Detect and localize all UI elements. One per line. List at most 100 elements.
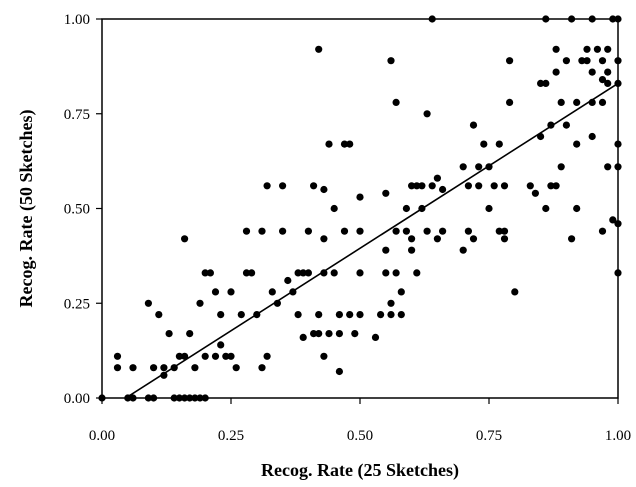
data-point — [377, 311, 385, 319]
data-point — [593, 45, 602, 53]
data-point — [485, 204, 493, 213]
data-points — [98, 15, 622, 402]
data-point — [299, 269, 307, 277]
data-point — [469, 121, 478, 129]
data-point — [186, 330, 194, 338]
data-point — [500, 182, 509, 190]
data-point — [211, 352, 220, 360]
data-point — [346, 311, 354, 319]
data-point — [382, 246, 390, 254]
data-point — [227, 288, 235, 296]
data-point — [304, 269, 312, 277]
data-point — [604, 68, 612, 76]
data-point — [598, 227, 607, 235]
data-point — [480, 140, 488, 148]
data-point — [299, 333, 307, 341]
data-point — [340, 227, 349, 235]
data-point — [310, 330, 318, 338]
data-point — [562, 121, 571, 129]
data-point — [217, 341, 225, 349]
data-point — [340, 140, 349, 148]
data-point — [418, 182, 426, 190]
data-point — [537, 79, 545, 87]
data-point — [578, 57, 586, 65]
data-point — [320, 185, 328, 194]
data-point — [413, 269, 421, 277]
data-point — [330, 204, 338, 213]
data-point — [356, 227, 364, 235]
data-point — [160, 371, 168, 379]
y-tick-label: 1.00 — [64, 12, 90, 28]
data-point — [433, 174, 441, 182]
data-point — [542, 79, 550, 87]
data-point — [506, 57, 514, 65]
plot-area-border — [101, 18, 619, 399]
data-point — [604, 45, 612, 53]
data-point — [387, 57, 395, 65]
data-point — [201, 352, 209, 360]
y-tick-label: 0.00 — [64, 391, 90, 407]
data-point — [222, 352, 230, 360]
data-point — [113, 364, 122, 372]
data-point — [506, 98, 514, 106]
data-point — [573, 98, 581, 106]
data-point — [598, 76, 607, 84]
data-point — [325, 330, 333, 338]
data-point — [320, 235, 328, 243]
data-point — [469, 235, 478, 243]
data-point — [356, 311, 364, 319]
data-point — [371, 333, 380, 341]
data-point — [196, 299, 204, 307]
data-point — [402, 204, 410, 213]
data-point — [439, 185, 447, 194]
data-point — [475, 163, 483, 171]
data-point — [191, 364, 199, 372]
data-point — [552, 68, 560, 76]
data-point — [150, 364, 158, 372]
data-point — [397, 311, 405, 319]
data-point — [583, 57, 591, 65]
x-tick-label: 0.00 — [89, 428, 115, 444]
data-point — [294, 269, 302, 277]
data-point — [392, 269, 400, 277]
data-point — [356, 269, 364, 277]
data-point — [552, 182, 560, 190]
x-tick-label: 0.25 — [218, 428, 244, 444]
data-point — [598, 57, 607, 65]
data-point — [413, 182, 421, 190]
data-point — [557, 163, 565, 171]
data-point — [144, 299, 152, 307]
trendline — [125, 82, 619, 399]
data-point — [433, 235, 441, 243]
data-point — [248, 269, 256, 277]
data-point — [500, 227, 509, 235]
data-point — [258, 227, 266, 235]
data-point — [439, 227, 447, 235]
data-point — [356, 193, 364, 201]
data-point — [598, 98, 607, 106]
data-point — [387, 299, 395, 307]
data-point — [423, 110, 431, 118]
data-point — [304, 227, 312, 235]
data-point — [268, 288, 276, 296]
data-point — [459, 163, 467, 171]
x-tick-label: 0.75 — [476, 428, 502, 444]
data-point — [330, 269, 338, 277]
data-point — [459, 246, 467, 254]
data-point — [160, 364, 168, 372]
data-point — [475, 182, 483, 190]
data-point — [397, 288, 405, 296]
data-point — [573, 204, 581, 213]
data-point — [428, 182, 436, 190]
data-point — [402, 227, 410, 235]
data-point — [346, 140, 354, 148]
data-point — [490, 182, 498, 190]
data-point — [315, 330, 323, 338]
data-point — [604, 163, 612, 171]
data-point — [113, 352, 122, 360]
data-point — [568, 235, 576, 243]
data-point — [284, 276, 292, 285]
data-point — [206, 269, 214, 277]
data-point — [511, 288, 519, 296]
data-point — [315, 45, 323, 53]
